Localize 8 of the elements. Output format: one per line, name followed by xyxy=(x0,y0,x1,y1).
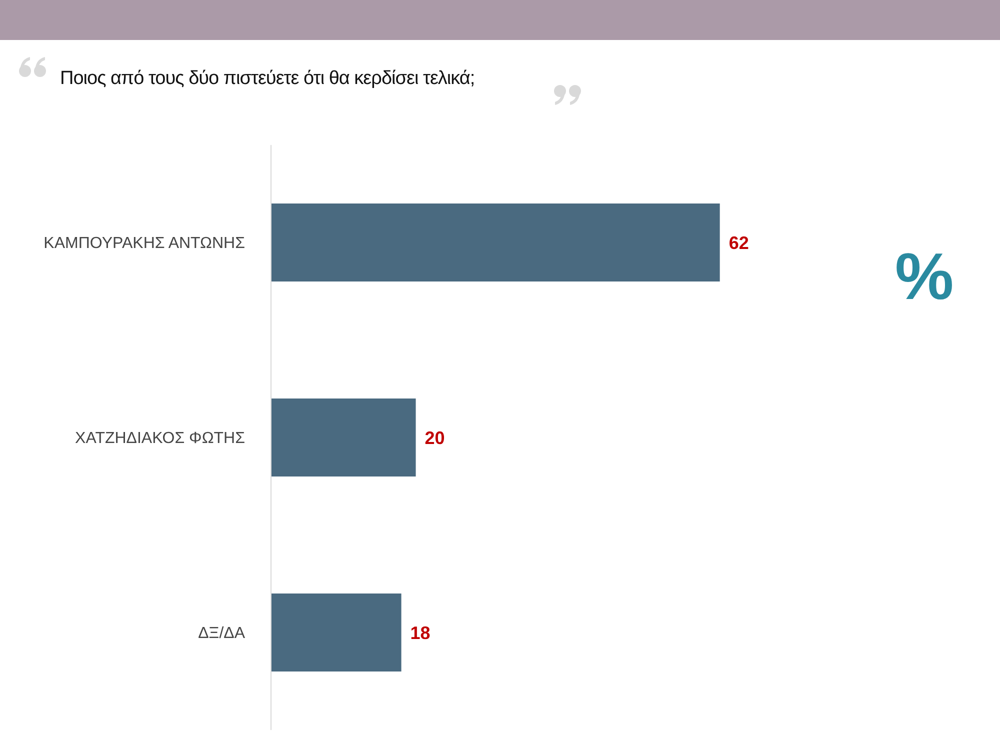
data-label: 62 xyxy=(728,232,749,253)
y-tick-label: ΧΑΤΖΗΔΙΑΚΟΣ ΦΩΤΗΣ xyxy=(75,430,246,448)
data-label: 20 xyxy=(424,428,445,448)
y-tick-label: ΚΑΜΠΟΥΡΑΚΗΣ ΑΝΤΩΝΗΣ xyxy=(44,235,246,252)
data-label: 18 xyxy=(410,622,430,643)
y-tick-label: ΔΞ/ΔΑ xyxy=(198,625,246,642)
chart-title: Ποιος από τους δύο πιστεύετε ότι θα κερδίσει τελικά; xyxy=(60,68,475,90)
text: % xyxy=(895,238,954,314)
